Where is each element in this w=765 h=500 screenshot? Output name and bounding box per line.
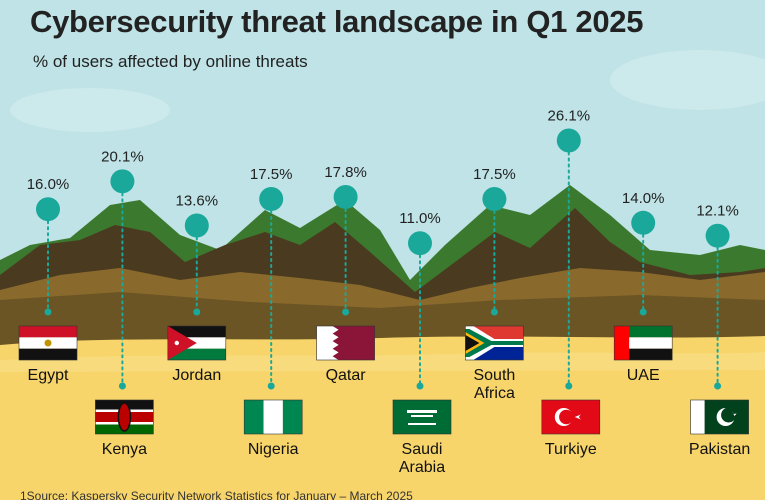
flag-border [392,399,452,435]
flag-stripe [167,348,226,360]
flag-serration [316,326,339,360]
flag-border [613,325,673,361]
flag-border [316,325,375,361]
value-label: 13.6% [176,193,219,210]
flag-star [574,414,581,420]
pakistan-flag [690,399,749,435]
value-marker [333,184,358,209]
flag-band [465,329,524,357]
cloud [10,88,170,132]
stem-end-dot [490,308,498,316]
jordan-flag [167,325,227,361]
south-africa-flag [465,325,524,361]
flag-stripe [244,400,264,434]
flag-script [411,415,433,417]
flag-star [174,340,179,346]
stem-end-dot [267,382,275,390]
country-label: Egypt [28,367,69,384]
country-label: South [473,367,515,384]
flag-stripe [263,400,283,434]
value-marker [631,210,656,235]
flag-triangle [465,335,480,351]
chart-title: Cybersecurity threat landscape in Q1 202… [30,4,644,39]
value-label: 16.0% [27,176,70,193]
flag-stripe [614,348,673,360]
country-label: Nigeria [248,441,299,458]
value-label: 14.0% [622,190,665,207]
uae-flag [613,325,673,361]
source-note: 1Source: Kaspersky Security Network Stat… [20,489,413,500]
country-label: Qatar [326,367,367,384]
sand [0,336,765,500]
stem-end-dot [416,382,424,390]
flag-border [95,399,154,435]
flag-stripe [614,326,630,360]
value-label: 17.5% [250,166,293,183]
qatar-flag [316,325,375,361]
country-label: Turkiye [545,441,597,458]
value-label: 20.1% [101,148,144,165]
stem-end-dot [44,308,52,316]
flag-sword [408,423,436,425]
flag-stripe [614,326,673,338]
nigeria-flag [243,399,303,435]
country-label: UAE [627,367,660,384]
value-label: 12.1% [696,203,739,220]
stem-end-dot [118,382,126,390]
flag-border [541,399,601,435]
flag-border [465,325,524,361]
stem-end-dot [342,308,350,316]
value-marker [556,128,581,153]
flag-stripe [282,400,303,434]
value-marker [408,231,432,256]
flag-stripe [690,400,705,434]
country-label: Saudi [402,441,443,458]
flag-stripe [614,337,673,349]
flag-stripe [19,326,77,338]
stem-end-dot [193,308,201,316]
stem-end-dot [639,308,647,316]
flag-border [243,399,303,435]
country-label: Kenya [102,441,147,458]
value-marker [259,187,284,211]
flag-stripe [19,348,77,360]
flag-border [167,325,227,361]
value-marker [482,187,507,211]
cloud [610,50,765,110]
stem-end-dot [714,382,722,390]
flag-star [731,411,737,419]
egypt-flag [18,325,78,361]
flag-script [407,410,437,413]
flag-border [690,399,749,435]
value-label: 17.5% [473,166,516,183]
flag-triangle [167,326,197,360]
flag-border [18,325,78,361]
flag-crescent-cut [721,407,737,423]
chart-subtitle: % of users affected by online threats [33,52,308,71]
flag-stripe [167,326,226,338]
flag-crescent-cut [559,409,574,425]
saudi-arabia-flag [392,399,452,435]
stem-end-dot [565,382,573,390]
value-label: 26.1% [548,108,591,125]
country-label: Africa [474,385,515,402]
flag-shield [117,402,132,432]
flag-emblem [44,339,52,347]
value-label: 11.0% [399,210,440,227]
country-label: Jordan [172,367,221,384]
country-label: Pakistan [689,441,750,458]
kenya-flag [95,399,154,435]
value-marker [184,213,209,238]
country-label: Arabia [399,459,445,476]
value-marker [110,169,135,194]
value-label: 17.8% [324,164,367,181]
turkiye-flag [541,399,601,435]
value-marker [36,197,60,222]
value-marker [705,223,730,248]
